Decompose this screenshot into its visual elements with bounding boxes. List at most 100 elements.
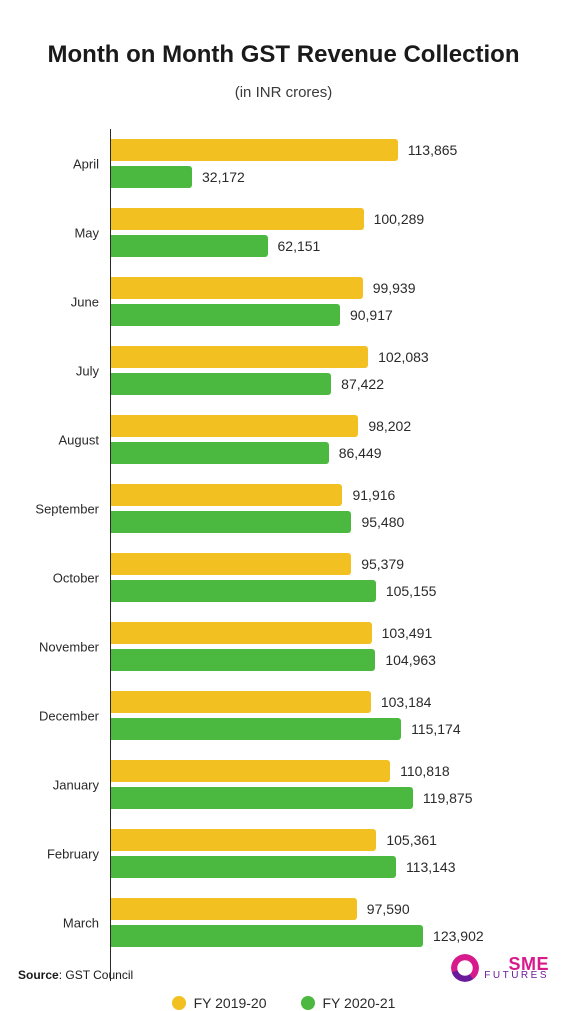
month-group: November103,491104,963 [111,622,537,671]
month-group: September91,91695,480 [111,484,537,533]
bar-row: 103,491 [111,622,537,644]
category-label: January [53,777,99,792]
month-group: May100,28962,151 [111,208,537,257]
legend-swatch-icon [301,996,315,1010]
value-label: 62,151 [278,238,321,254]
legend-label: FY 2020-21 [323,995,396,1011]
value-label: 119,875 [423,790,473,806]
bar-row: 119,875 [111,787,537,809]
bar-row: 115,174 [111,718,537,740]
bar [111,304,340,326]
bar [111,898,357,920]
value-label: 104,963 [385,652,436,668]
month-group: August98,20286,449 [111,415,537,464]
chart-subtitle: (in INR crores) [30,84,537,101]
value-label: 123,902 [433,928,484,944]
month-group: April113,86532,172 [111,139,537,188]
bar-row: 113,865 [111,139,537,161]
value-label: 100,289 [374,211,425,227]
bar-row: 90,917 [111,304,537,326]
bar [111,415,358,437]
category-label: April [73,156,99,171]
value-label: 115,174 [411,721,461,737]
legend-swatch-icon [172,996,186,1010]
bar [111,622,372,644]
chart-title: Month on Month GST Revenue Collection [30,40,537,70]
value-label: 113,865 [408,142,458,158]
bar-row: 100,289 [111,208,537,230]
bar-row: 98,202 [111,415,537,437]
bar-row: 113,143 [111,856,537,878]
category-label: May [74,225,99,240]
bar [111,553,351,575]
plot-area: April113,86532,172May100,28962,151June99… [110,129,537,981]
bar [111,691,371,713]
month-group: June99,93990,917 [111,277,537,326]
category-label: February [47,846,99,861]
value-label: 99,939 [373,280,416,296]
month-group: February105,361113,143 [111,829,537,878]
value-label: 97,590 [367,901,410,917]
value-label: 91,916 [352,487,395,503]
category-label: November [39,639,99,654]
bar-row: 105,155 [111,580,537,602]
value-label: 105,155 [386,583,437,599]
brand-bottom: FUTURES [484,971,549,981]
category-label: March [63,915,99,930]
value-label: 95,379 [361,556,404,572]
month-group: January110,818119,875 [111,760,537,809]
month-group: July102,08387,422 [111,346,537,395]
value-label: 98,202 [368,418,411,434]
value-label: 32,172 [202,169,245,185]
value-label: 103,491 [382,625,433,641]
bar [111,235,268,257]
value-label: 110,818 [400,763,450,779]
value-label: 90,917 [350,307,393,323]
bar-row: 91,916 [111,484,537,506]
category-label: September [35,501,99,516]
category-label: December [39,708,99,723]
legend-item: FY 2019-20 [172,995,267,1011]
brand-ring-icon [451,954,479,982]
value-label: 87,422 [341,376,384,392]
category-label: August [59,432,99,447]
value-label: 103,184 [381,694,432,710]
bar-row: 123,902 [111,925,537,947]
bar [111,511,351,533]
bar-row: 97,590 [111,898,537,920]
bar [111,856,396,878]
bar [111,580,376,602]
bar [111,373,331,395]
bar [111,166,192,188]
bar [111,787,413,809]
source-prefix: Source [18,968,59,982]
brand-text: SME FUTURES [484,955,549,981]
bar [111,649,375,671]
month-group: December103,184115,174 [111,691,537,740]
chart-container: Month on Month GST Revenue Collection (i… [0,0,567,1011]
bar-row: 95,379 [111,553,537,575]
value-label: 105,361 [386,832,437,848]
bar-row: 32,172 [111,166,537,188]
legend-label: FY 2019-20 [194,995,267,1011]
value-label: 86,449 [339,445,382,461]
bar [111,925,423,947]
bar [111,484,342,506]
category-label: July [76,363,99,378]
bar-row: 87,422 [111,373,537,395]
month-group: March97,590123,902 [111,898,537,947]
bar-row: 110,818 [111,760,537,782]
bar-row: 105,361 [111,829,537,851]
bar [111,718,401,740]
source-attribution: Source: GST Council [18,968,133,982]
bar [111,346,368,368]
month-group: October95,379105,155 [111,553,537,602]
bar-row: 103,184 [111,691,537,713]
bar-row: 102,083 [111,346,537,368]
category-label: October [53,570,99,585]
bar-row: 86,449 [111,442,537,464]
bar [111,760,390,782]
brand-logo: SME FUTURES [451,954,549,982]
category-label: June [71,294,99,309]
bar-row: 99,939 [111,277,537,299]
